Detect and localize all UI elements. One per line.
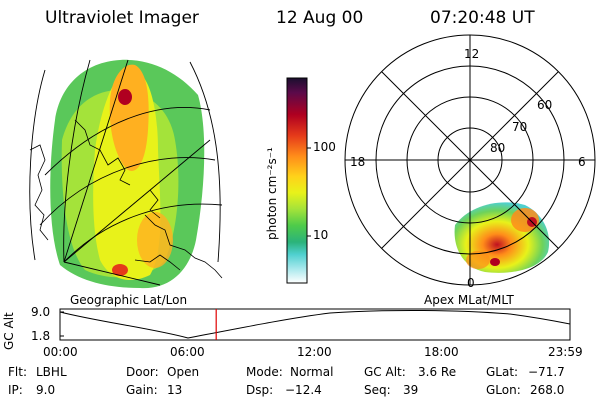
time-tick-0000: 00:00	[43, 345, 78, 359]
time-tick-0600: 06:00	[170, 345, 205, 359]
date-label: 12 Aug 00	[276, 8, 364, 28]
time-label: 07:20:48 UT	[430, 8, 535, 28]
alt-tick-9: 9.0	[31, 305, 51, 319]
gcalt-label: GC Alt:	[364, 365, 406, 379]
colorbar-tick-10: 10	[313, 228, 329, 242]
gc-alt-axis-label: GC Alt	[2, 312, 16, 350]
mlt-6-label: 6	[578, 155, 586, 169]
glat-value: −71.7	[528, 365, 565, 379]
dsp-value: −12.4	[285, 383, 322, 397]
mlat-80-label: 80	[490, 141, 506, 155]
mlt-0-label: 0	[467, 276, 475, 290]
time-tick-1200: 12:00	[297, 345, 332, 359]
glat-label: GLat:	[486, 365, 519, 379]
mlt-12-label: 12	[464, 47, 480, 61]
mode-label: Mode:	[246, 365, 283, 379]
ip-value: 9.0	[36, 383, 56, 397]
altitude-plot	[59, 308, 571, 341]
flt-label: Flt:	[8, 365, 27, 379]
ip-label: IP:	[8, 383, 23, 397]
colorbar	[286, 77, 308, 284]
glon-label: GLon:	[486, 383, 521, 397]
door-value: Open	[167, 365, 200, 379]
geographic-image	[29, 59, 223, 289]
flt-value: LBHL	[36, 365, 67, 379]
gain-label: Gain:	[126, 383, 158, 397]
seq-label: Seq:	[364, 383, 391, 397]
mlat-70-label: 70	[512, 120, 528, 134]
door-label: Door:	[126, 365, 159, 379]
apex-label: Apex MLat/MLT	[424, 293, 514, 307]
dsp-label: Dsp:	[246, 383, 274, 397]
mlt-18-label: 18	[350, 155, 366, 169]
geographic-label: Geographic Lat/Lon	[70, 293, 188, 307]
colorbar-unit-label: photon cm⁻²s⁻¹	[265, 147, 279, 240]
time-tick-1800: 18:00	[424, 345, 459, 359]
gain-value: 13	[167, 383, 183, 397]
colorbar-tick-100: 100	[313, 140, 336, 154]
mlat-60-label: 60	[537, 98, 553, 112]
time-tick-2359: 23:59	[548, 345, 583, 359]
glon-value: 268.0	[530, 383, 565, 397]
seq-value: 39	[403, 383, 419, 397]
mode-value: Normal	[290, 365, 334, 379]
polar-image	[344, 34, 596, 286]
instrument-title: Ultraviolet Imager	[45, 8, 199, 28]
gcalt-value: 3.6 Re	[418, 365, 457, 379]
alt-tick-1-8: 1.8	[31, 329, 51, 343]
